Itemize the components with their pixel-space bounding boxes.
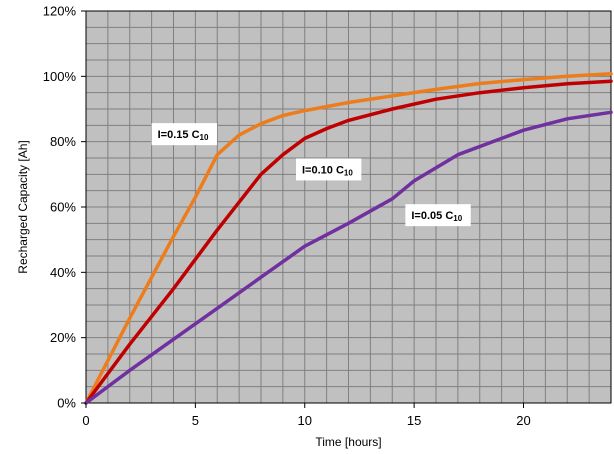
series-label-3: I=0.05 C10 [405,204,471,227]
x-tick-label: 0 [82,413,89,428]
gridlines [86,11,611,403]
series-line-1 [84,71,613,405]
series-label-main: I=0.10 C [302,164,344,176]
series-label-box [405,204,471,227]
y-axis-ticks: 0% 20% 40% 60% 80% 100% 120% [43,4,86,411]
x-tick-label: 20 [516,413,530,428]
series-label-subscript: 10 [344,168,353,177]
series-label-box [296,158,362,181]
y-tick-label: 20% [50,330,76,345]
y-tick-label: 60% [50,200,76,215]
series-label-subscript: 10 [200,133,209,142]
y-tick-label: 40% [50,265,76,280]
series-line-2 [84,79,613,405]
series-label-main: I=0.15 C [158,129,200,141]
y-tick-label: 120% [43,4,77,19]
series-label-text: I=0.05 C10 [411,210,462,223]
y-axis-title: Recharged Capacity [Ah] [16,140,30,273]
series-layer [84,71,613,405]
series-label-box [151,123,217,146]
y-tick-label: 0% [57,396,76,411]
x-tick-label: 15 [407,413,421,428]
series-label-subscript: 10 [453,214,462,223]
series-label-text: I=0.10 C10 [302,164,353,177]
x-tick-label: 10 [298,413,312,428]
series-line-3 [84,110,613,405]
series-label-2: I=0.10 C10 [296,158,362,181]
y-tick-label: 80% [50,134,76,149]
series-label-main: I=0.05 C [411,210,453,222]
series-label-text: I=0.15 C10 [158,129,209,142]
x-axis-title: Time [hours] [315,435,381,449]
series-label-1: I=0.15 C10 [151,123,217,146]
x-axis-ticks: 0 5 10 15 20 [82,403,531,428]
x-tick-label: 5 [192,413,199,428]
y-tick-label: 100% [43,69,77,84]
